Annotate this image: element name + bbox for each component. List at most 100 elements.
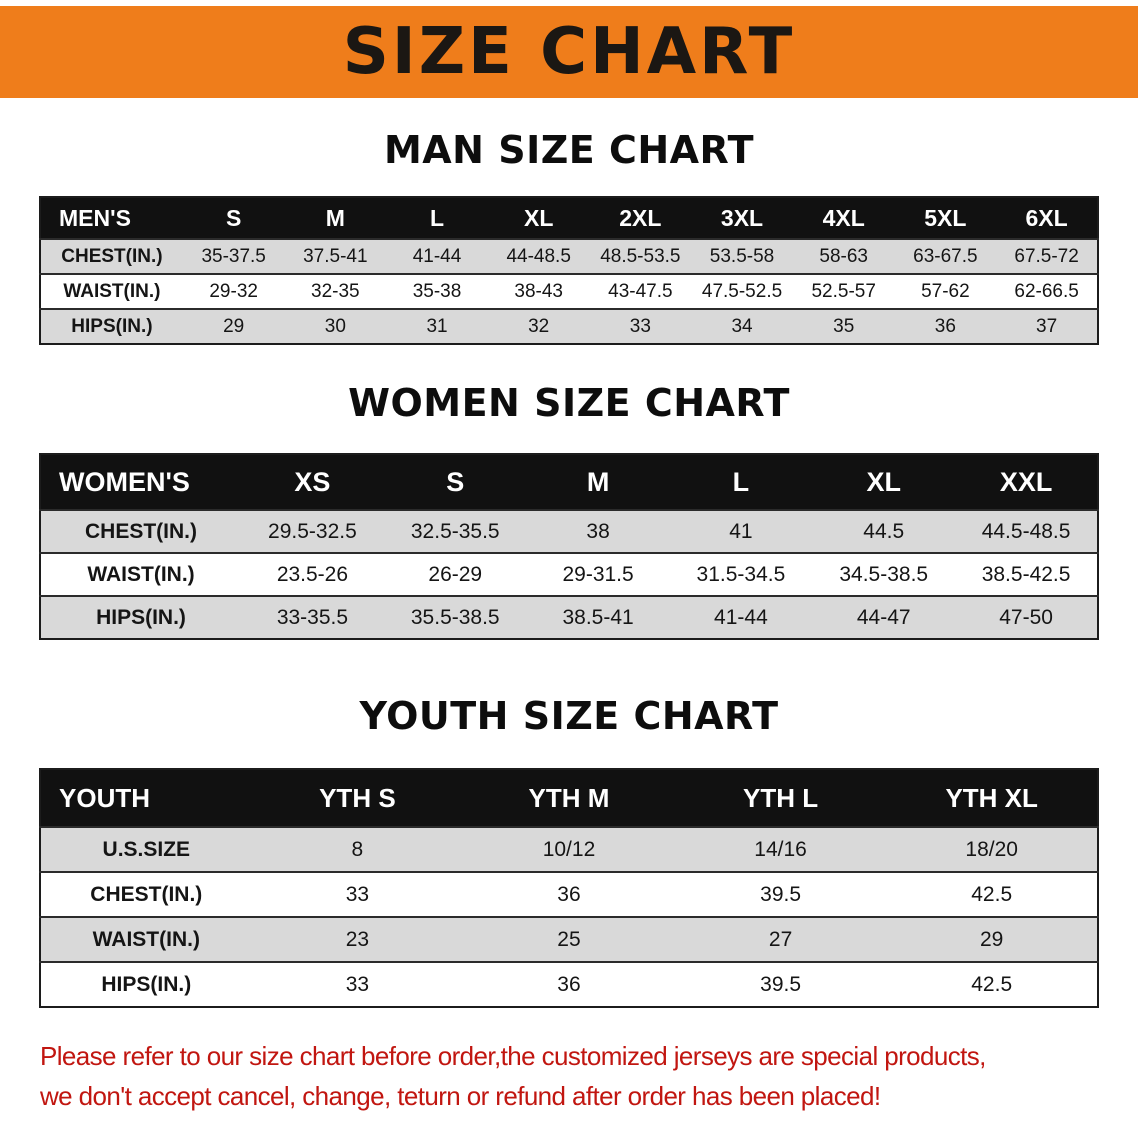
measurement-value: 38.5-41 xyxy=(562,605,634,629)
measurement-row: CHEST(IN.) 29.5-32.5 32.5-35.5 38 41 44.5 44.5… xyxy=(40,510,1098,553)
size-column-header: XL xyxy=(812,454,956,510)
measurement-value: 35-38 xyxy=(412,280,462,302)
measurement-value: 31.5-34.5 xyxy=(696,562,786,586)
measurement-value: 44-48.5 xyxy=(506,245,571,267)
measurement-value: 67.5-72 xyxy=(1014,245,1079,267)
size-column-header: 6XL xyxy=(996,197,1098,239)
measurement-value: 10/12 xyxy=(542,837,596,861)
size-column-header: YTH XL xyxy=(886,769,1098,827)
measurement-value: 29.5-32.5 xyxy=(268,519,357,543)
measurement-value: 44.5 xyxy=(863,519,905,543)
size-chart-banner: SIZE CHART xyxy=(0,6,1138,98)
measurement-value: 14/16 xyxy=(754,837,807,861)
measurement-row: CHEST(IN.) 33 36 39.5 42.5 xyxy=(40,872,1098,917)
women-size-section: WOMEN SIZE CHART WOMEN'S XS S M L XL XXL CHEST(… xyxy=(0,381,1138,640)
measurement-row: WAIST(IN.) 29-32 32-35 35-38 38-43 43-47.5 47.… xyxy=(40,274,1098,309)
measurement-value: 29-31.5 xyxy=(562,562,634,586)
measurement-value: 38.5-42.5 xyxy=(981,562,1071,586)
men-size-table: MEN'S S M L XL 2XL 3XL 4XL 5XL 6XL CHEST(IN.) 35-37… xyxy=(39,196,1099,345)
measurement-row: CHEST(IN.) 35-37.5 37.5-41 41-44 44-48.5 48.5… xyxy=(40,239,1098,274)
size-column-header: M xyxy=(526,454,670,510)
measurement-label: HIPS(IN.) xyxy=(71,315,153,337)
measurement-label: CHEST(IN.) xyxy=(61,245,163,267)
measurement-value: 38 xyxy=(586,519,610,543)
measurement-value: 34 xyxy=(731,315,753,337)
youth-size-section: YOUTH SIZE CHART YOUTH YTH S YTH M YTH L YTH… xyxy=(0,694,1138,1008)
measurement-value: 29 xyxy=(223,315,245,337)
measurement-value: 41-44 xyxy=(412,245,462,267)
table-title-cell: YOUTH xyxy=(40,769,252,827)
measurement-value: 36 xyxy=(557,882,581,906)
size-column-header: XS xyxy=(241,454,384,510)
measurement-value: 57-62 xyxy=(921,280,970,302)
measurement-value: 29 xyxy=(980,927,1004,951)
measurement-value: 42.5 xyxy=(971,882,1013,906)
youth-size-table: YOUTH YTH S YTH M YTH L YTH XL U.S.SIZE 8 10/12… xyxy=(39,768,1099,1008)
size-column-header: S xyxy=(383,454,527,510)
measurement-value: 32 xyxy=(528,315,550,337)
measurement-value: 31 xyxy=(426,315,448,337)
men-size-section: MAN SIZE CHART MEN'S S M L XL 2XL 3XL 4XL 5XL 6XL… xyxy=(0,128,1138,345)
measurement-value: 33-35.5 xyxy=(276,605,349,629)
measurement-value: 8 xyxy=(351,837,364,861)
measurement-row: HIPS(IN.) 29 30 31 32 33 34 35 36 37 xyxy=(40,309,1098,344)
measurement-value: 48.5-53.5 xyxy=(600,245,681,267)
measurement-value: 42.5 xyxy=(971,972,1013,996)
measurement-value: 47-50 xyxy=(999,605,1053,629)
measurement-value: 62-66.5 xyxy=(1014,280,1079,302)
measurement-value: 27 xyxy=(768,927,793,951)
measurement-value: 32.5-35.5 xyxy=(410,519,500,543)
measurement-value: 33 xyxy=(345,972,370,996)
measurement-row: HIPS(IN.) 33-35.5 35.5-38.5 38.5-41 41-44 44-… xyxy=(40,596,1098,639)
measurement-value: 33 xyxy=(629,315,651,337)
page-title: SIZE CHART xyxy=(342,15,796,89)
measurement-label: WAIST(IN.) xyxy=(87,562,195,586)
measurement-value: 36 xyxy=(557,972,581,996)
size-column-header: 4XL xyxy=(792,197,895,239)
measurement-value: 35 xyxy=(833,315,855,337)
size-column-header: YTH M xyxy=(463,769,675,827)
measurement-row: WAIST(IN.) 23 25 27 29 xyxy=(40,917,1098,962)
measurement-value: 58-63 xyxy=(819,245,868,267)
size-column-header: XXL xyxy=(955,454,1098,510)
size-column-header: 3XL xyxy=(691,197,793,239)
table-header-row: MEN'S S M L XL 2XL 3XL 4XL 5XL 6XL xyxy=(40,197,1098,239)
measurement-label: CHEST(IN.) xyxy=(85,519,197,543)
measurement-value: 23 xyxy=(345,927,370,951)
size-column-header: XL xyxy=(487,197,590,239)
size-column-header: M xyxy=(284,197,387,239)
measurement-value: 26-29 xyxy=(428,562,483,586)
measurement-label: WAIST(IN.) xyxy=(63,280,161,302)
size-chart-page: SIZE CHART MAN SIZE CHART MEN'S S M L XL 2XL 3… xyxy=(0,6,1138,1117)
measurement-value: 35.5-38.5 xyxy=(410,605,500,629)
size-column-header: S xyxy=(182,197,285,239)
measurement-value: 32-35 xyxy=(311,280,360,302)
measurement-value: 25 xyxy=(557,927,581,951)
measurement-value: 44.5-48.5 xyxy=(981,519,1071,543)
size-column-header: 5XL xyxy=(894,197,997,239)
measurement-value: 52.5-57 xyxy=(811,280,876,302)
measurement-value: 41 xyxy=(729,519,753,543)
measurement-value: 30 xyxy=(324,315,346,337)
measurement-row: U.S.SIZE 8 10/12 14/16 18/20 xyxy=(40,827,1098,872)
measurement-label: HIPS(IN.) xyxy=(96,605,186,629)
measurement-label: WAIST(IN.) xyxy=(92,927,200,951)
measurement-value: 41-44 xyxy=(714,605,768,629)
measurement-value: 36 xyxy=(934,315,956,337)
measurement-value: 34.5-38.5 xyxy=(839,562,929,586)
measurement-label: HIPS(IN.) xyxy=(101,972,192,996)
measurement-value: 35-37.5 xyxy=(201,245,266,267)
order-notice: Please refer to our size chart before or… xyxy=(40,1036,1138,1117)
table-header-row: YOUTH YTH S YTH M YTH L YTH XL xyxy=(40,769,1098,827)
measurement-value: 39.5 xyxy=(760,882,802,906)
measurement-value: 23.5-26 xyxy=(276,562,349,586)
measurement-row: WAIST(IN.) 23.5-26 26-29 29-31.5 31.5-34.5 34… xyxy=(40,553,1098,596)
table-title-cell: WOMEN'S xyxy=(40,454,242,510)
measurement-value: 38-43 xyxy=(514,280,563,302)
size-column-header: L xyxy=(669,454,813,510)
measurement-value: 53.5-58 xyxy=(709,245,775,267)
measurement-value: 39.5 xyxy=(760,972,802,996)
size-column-header: 2XL xyxy=(589,197,692,239)
size-column-header: L xyxy=(386,197,488,239)
order-notice-line-1: Please refer to our size chart before or… xyxy=(40,1041,986,1071)
